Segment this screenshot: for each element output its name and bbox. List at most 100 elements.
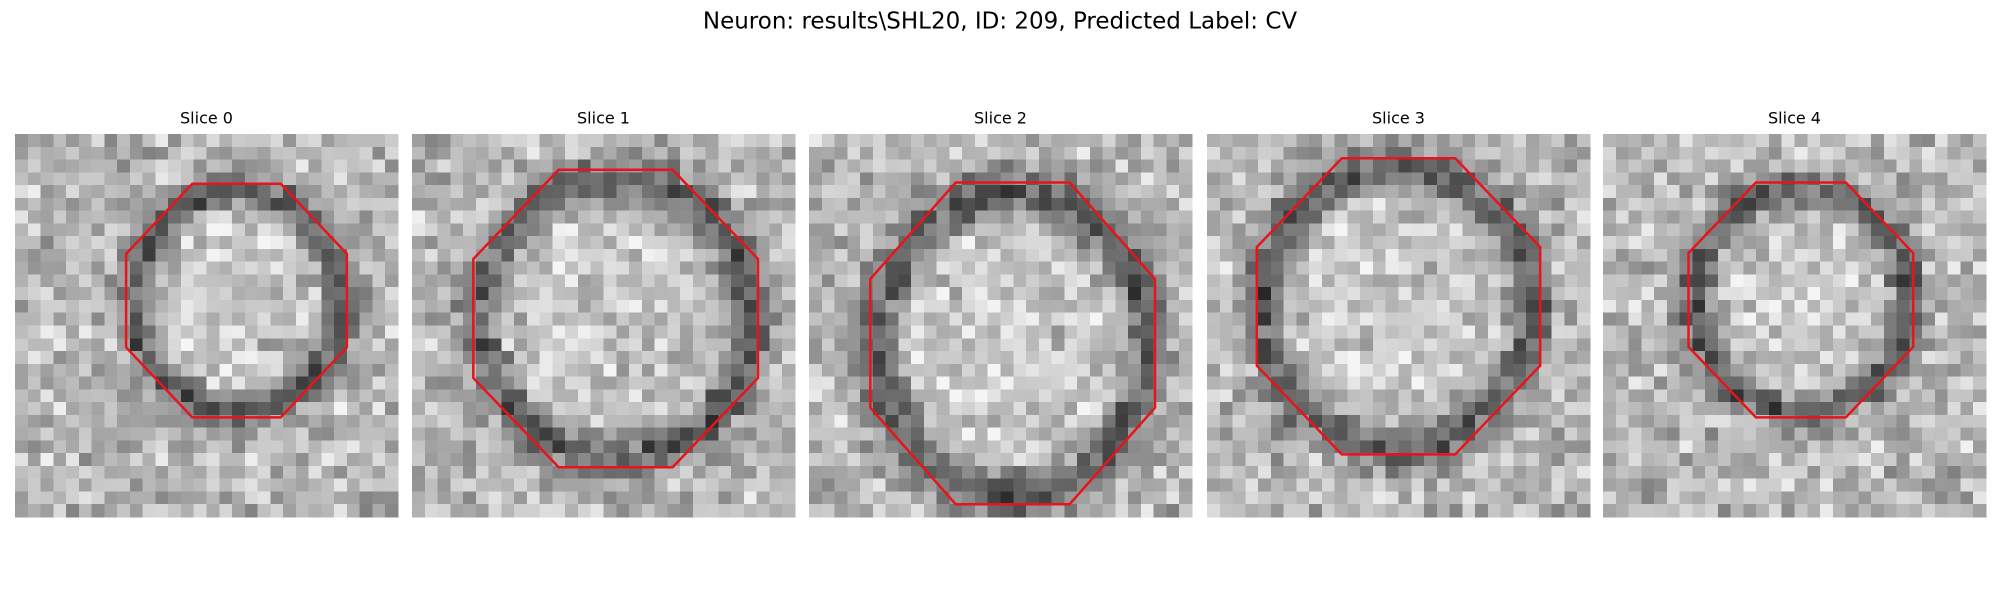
- pixel: [1360, 248, 1374, 263]
- pixel: [847, 491, 861, 505]
- pixel: [1500, 287, 1514, 301]
- panel-title: Slice 4: [1768, 109, 1821, 128]
- pixel: [1347, 146, 1361, 161]
- pixel: [1960, 274, 1974, 288]
- pixel: [27, 248, 42, 263]
- pixel: [385, 223, 399, 237]
- pixel: [1845, 363, 1859, 378]
- pixel: [782, 274, 796, 288]
- pixel: [1051, 363, 1065, 378]
- pixel: [1179, 159, 1193, 173]
- pixel: [1730, 274, 1744, 288]
- pixel: [321, 236, 335, 250]
- pixel: [15, 172, 29, 186]
- pixel: [1051, 465, 1065, 480]
- pixel: [1922, 389, 1936, 403]
- pixel: [308, 465, 322, 480]
- pixel: [1909, 325, 1923, 339]
- pixel: [1166, 261, 1180, 275]
- pixel: [1487, 453, 1502, 467]
- pixel: [1140, 197, 1155, 212]
- pixel: [219, 248, 233, 263]
- pixel: [270, 236, 284, 250]
- pixel: [66, 440, 80, 454]
- pixel: [1258, 376, 1272, 390]
- pixel: [616, 223, 630, 237]
- panel-title: Slice 1: [577, 109, 630, 128]
- pixel: [705, 478, 719, 492]
- pixel: [155, 185, 169, 199]
- pixel: [1692, 274, 1706, 288]
- pixel: [1321, 146, 1336, 161]
- pixel: [219, 440, 233, 454]
- pixel: [1820, 248, 1834, 263]
- pixel: [1347, 185, 1361, 199]
- pixel: [1807, 376, 1821, 390]
- pixel: [1692, 146, 1706, 161]
- pixel: [1717, 134, 1732, 148]
- pixel: [1526, 172, 1540, 186]
- pixel: [936, 312, 950, 326]
- pixel: [180, 453, 195, 467]
- pixel: [1820, 159, 1834, 173]
- pixel: [1883, 134, 1898, 148]
- pixel: [1781, 159, 1795, 173]
- pixel: [680, 427, 694, 441]
- pixel: [1654, 440, 1668, 454]
- pixel: [1883, 414, 1898, 429]
- pixel: [1858, 312, 1872, 326]
- pixel: [1128, 185, 1142, 199]
- pixel: [412, 478, 426, 492]
- pixel: [1768, 453, 1783, 467]
- pixel: [514, 223, 528, 237]
- pixel: [1436, 478, 1451, 492]
- pixel: [1398, 440, 1412, 454]
- pixel: [1449, 134, 1463, 148]
- pixel: [321, 453, 335, 467]
- pixel: [923, 287, 938, 301]
- pixel: [295, 223, 310, 237]
- pixel: [1232, 440, 1246, 454]
- pixel: [308, 210, 322, 224]
- pixel: [565, 248, 579, 263]
- pixel: [1051, 159, 1065, 173]
- pixel: [1832, 478, 1847, 492]
- pixel: [756, 478, 770, 492]
- pixel: [692, 325, 707, 339]
- pixel: [1500, 159, 1514, 173]
- pixel: [1960, 351, 1974, 365]
- pixel: [1115, 134, 1129, 148]
- pixel: [809, 402, 823, 416]
- pixel: [180, 504, 195, 518]
- pixel: [1934, 274, 1949, 288]
- pixel: [809, 338, 823, 352]
- pixel: [1245, 427, 1259, 441]
- pixel: [40, 248, 54, 263]
- pixel: [1730, 159, 1744, 173]
- pixel: [1487, 159, 1502, 173]
- pixel: [641, 440, 656, 454]
- pixel: [424, 299, 439, 314]
- pixel: [1500, 134, 1514, 148]
- pixel: [193, 159, 207, 173]
- pixel: [1526, 453, 1540, 467]
- pixel: [603, 274, 617, 288]
- pixel: [1526, 274, 1540, 288]
- pixel: [641, 491, 656, 505]
- pixel: [1909, 197, 1923, 212]
- pixel: [1038, 363, 1053, 378]
- pixel: [1411, 465, 1425, 480]
- pixel: [1705, 351, 1719, 365]
- pixel: [372, 376, 386, 390]
- pixel: [321, 325, 335, 339]
- pixel: [1321, 299, 1336, 314]
- pixel: [872, 185, 887, 199]
- pixel: [1000, 185, 1014, 199]
- pixel: [475, 312, 490, 326]
- pixel: [603, 134, 617, 148]
- pixel: [1064, 197, 1078, 212]
- pixel: [1934, 261, 1949, 275]
- pixel: [1436, 376, 1451, 390]
- pixel: [526, 248, 541, 263]
- pixel: [756, 363, 770, 378]
